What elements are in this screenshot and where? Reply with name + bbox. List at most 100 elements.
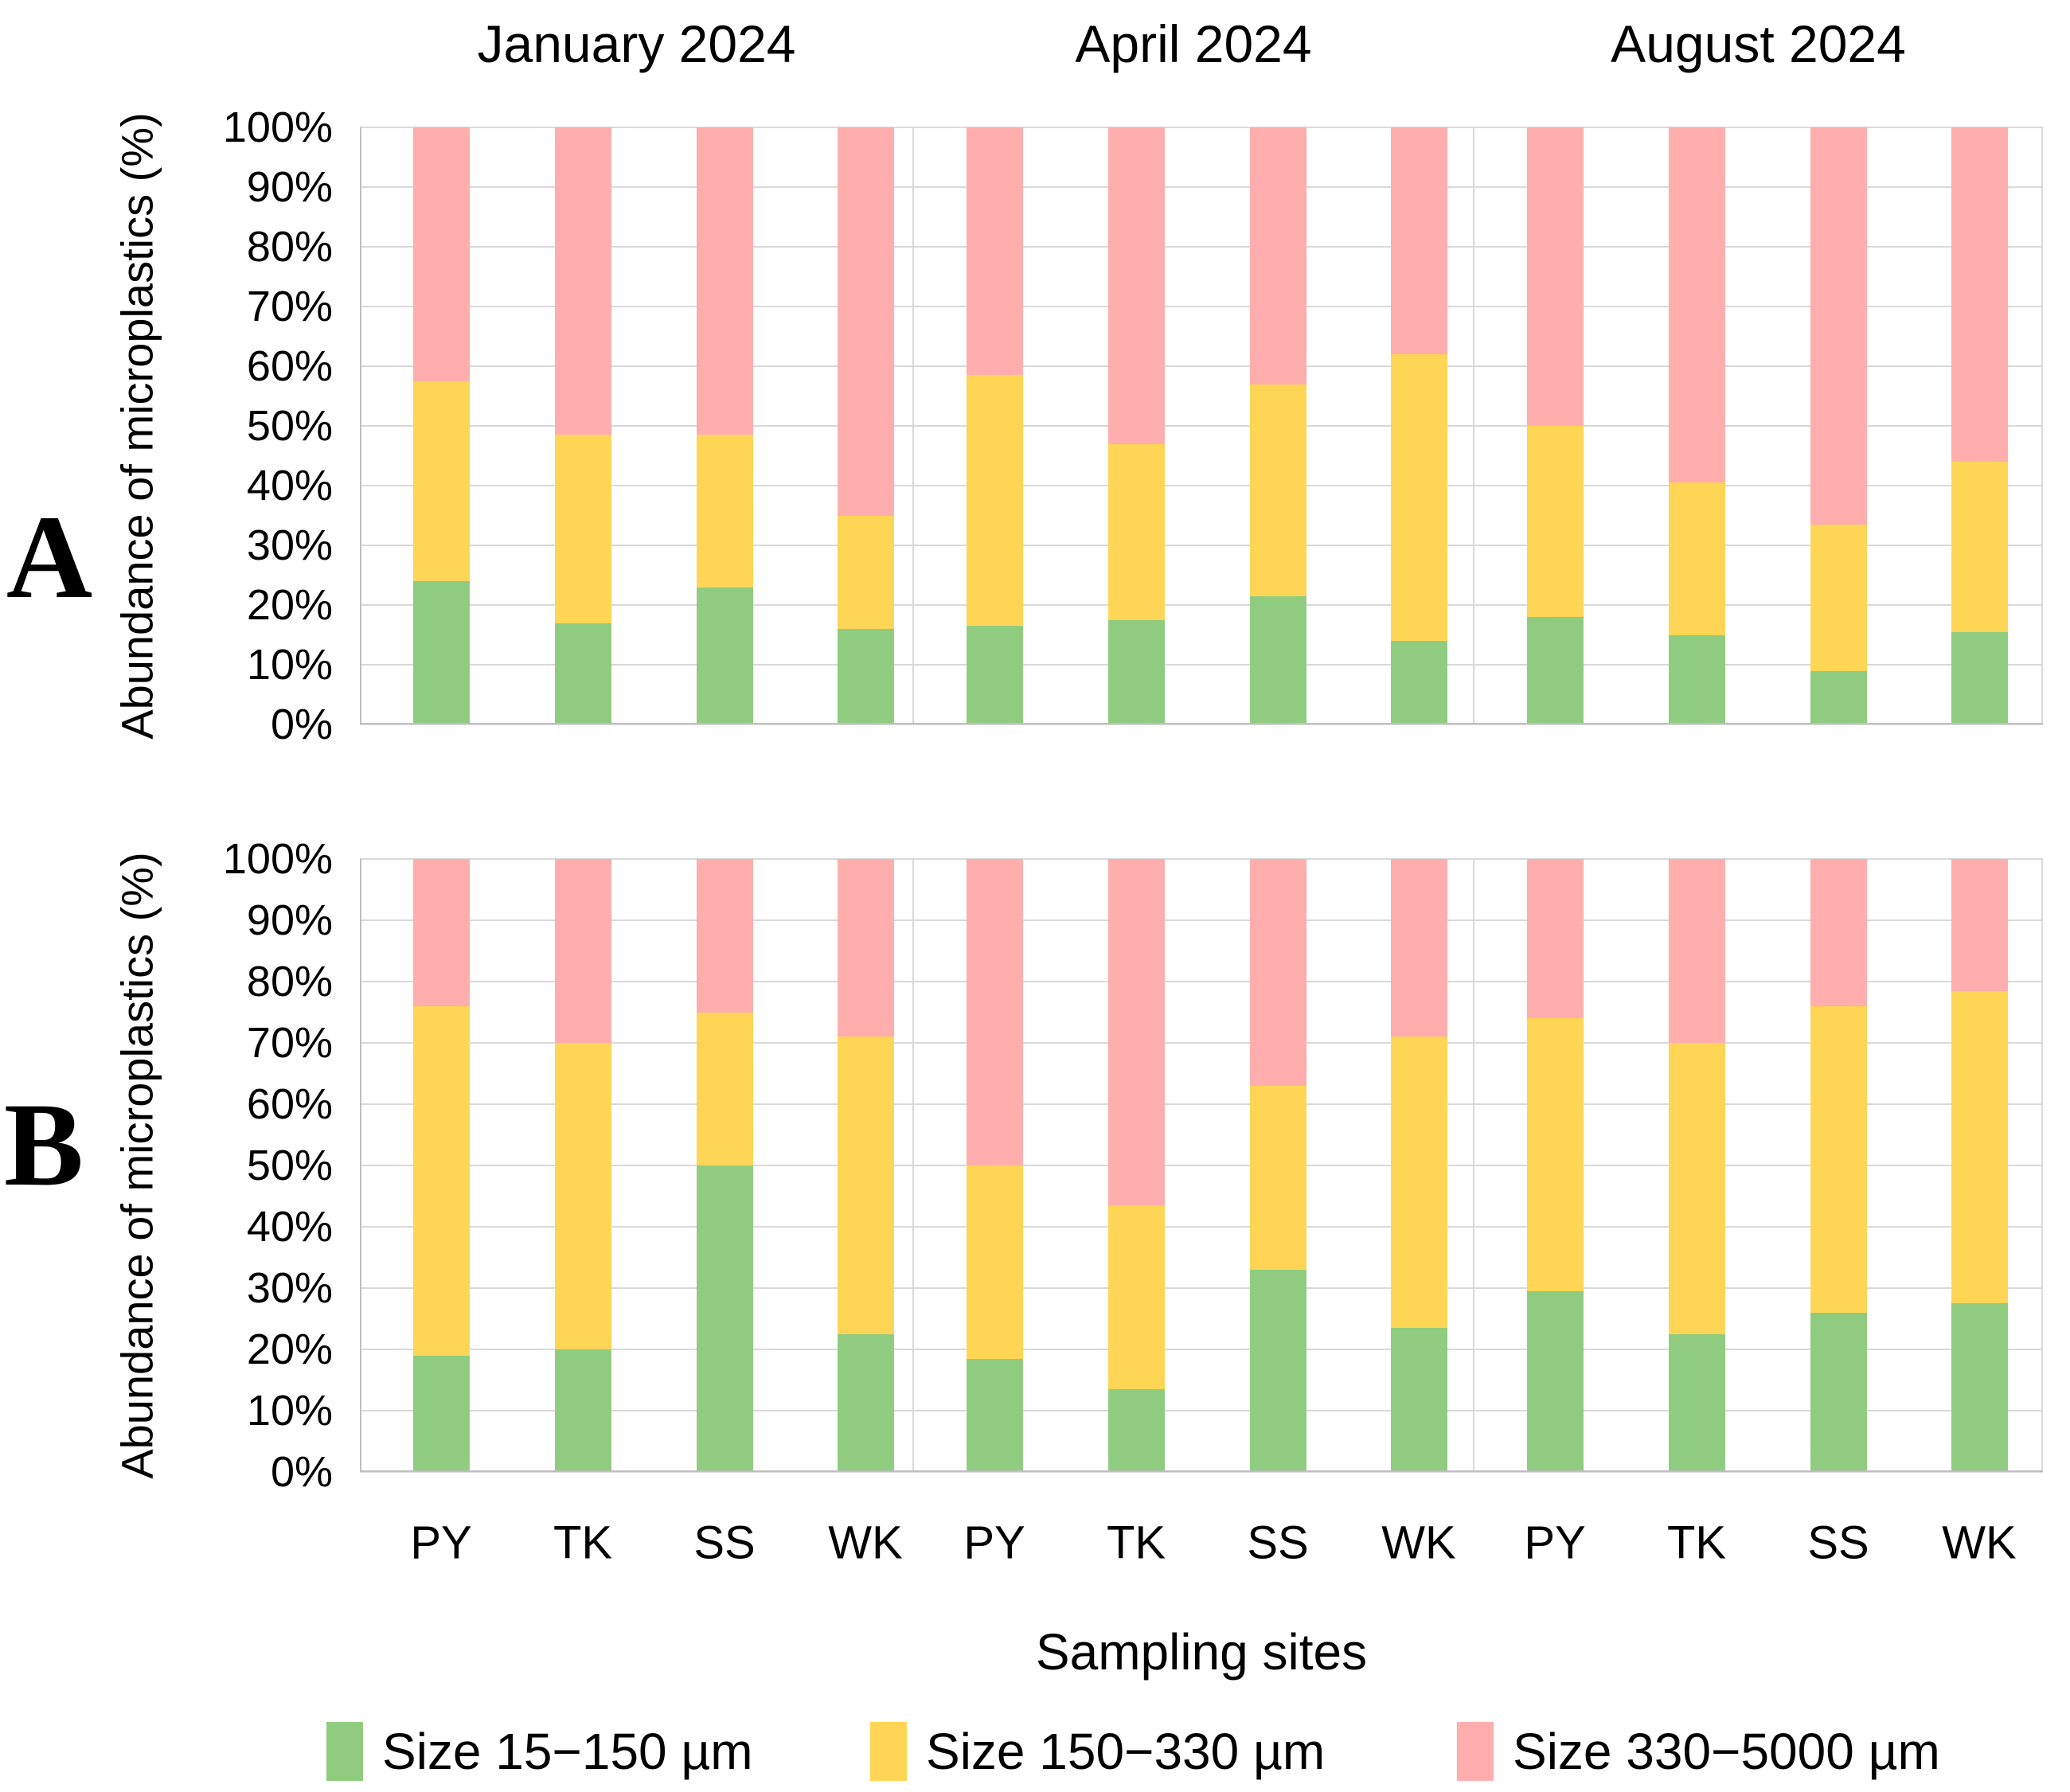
y-axis-title: Abundance of microplastics (%) [111, 852, 162, 1479]
bar-segment-large [1107, 127, 1165, 444]
plot-right-border [2041, 127, 2043, 724]
month-title: April 2024 [1075, 14, 1312, 73]
x-axis-line [360, 1470, 2043, 1472]
y-tick-label: 80% [246, 223, 333, 271]
x-tick-label: SS [1247, 1517, 1309, 1569]
gridline [360, 1471, 2043, 1473]
bar-segment-small [1810, 670, 1867, 724]
bar-segment-small [1951, 1303, 2008, 1472]
gridline [360, 246, 2043, 248]
bar-segment-medium [966, 375, 1023, 627]
bar-segment-medium [1107, 443, 1165, 620]
y-tick-label: 40% [246, 462, 333, 509]
bar-segment-small [966, 1358, 1023, 1472]
bar-segment-large [966, 127, 1023, 376]
bar-segment-large [412, 127, 470, 381]
gridline [360, 664, 2043, 666]
x-axis-label: Sampling sites [1035, 1623, 1368, 1681]
bar-TK-january-2024 [554, 127, 611, 724]
bar-WK-august-2024 [1951, 127, 2008, 724]
x-tick-label: SS [1807, 1517, 1869, 1569]
bar-SS-april-2024 [1249, 859, 1306, 1472]
x-tick-label: WK [828, 1517, 903, 1569]
gridline [360, 365, 2043, 367]
gridline [360, 724, 2043, 725]
y-tick-label: 30% [246, 521, 333, 569]
y-tick-label: 100% [222, 103, 333, 151]
gridline [360, 1042, 2043, 1044]
gridline [360, 1287, 2043, 1289]
bar-segment-small [1249, 595, 1306, 724]
bar-segment-large [1668, 859, 1725, 1043]
bar-segment-small [1668, 1333, 1725, 1472]
bar-segment-small [837, 629, 894, 724]
y-tick-label: 70% [246, 1019, 333, 1067]
bar-segment-large [1810, 127, 1867, 525]
gridline [360, 1165, 2043, 1166]
group-separator [912, 859, 914, 1472]
bar-segment-medium [554, 1043, 611, 1349]
bar-segment-large [1526, 859, 1584, 1019]
bar-SS-august-2024 [1810, 127, 1867, 724]
legend-swatch-icon [870, 1722, 907, 1781]
x-tick-label: WK [1942, 1517, 2017, 1569]
bar-segment-large [554, 859, 611, 1043]
bar-PY-january-2024 [412, 127, 470, 724]
group-separator [1473, 127, 1474, 724]
bar-segment-small [1107, 1389, 1165, 1472]
y-tick-label: 60% [246, 342, 333, 390]
bar-WK-august-2024 [1951, 859, 2008, 1472]
bar-segment-medium [554, 435, 611, 623]
bar-segment-small [1390, 1328, 1447, 1472]
bar-SS-august-2024 [1810, 859, 1867, 1472]
bar-TK-august-2024 [1668, 859, 1725, 1472]
gridline [360, 604, 2043, 606]
bar-segment-medium [1526, 426, 1584, 617]
legend-item: Size 15−150 µm [326, 1722, 753, 1781]
bar-segment-large [1951, 859, 2008, 991]
bar-segment-medium [696, 1012, 753, 1165]
bar-segment-small [696, 1165, 753, 1472]
bar-SS-january-2024 [696, 127, 753, 724]
y-tick-label: 30% [246, 1264, 333, 1312]
bar-segment-small [1810, 1312, 1867, 1472]
bar-segment-large [837, 859, 894, 1037]
y-tick-label: 50% [246, 402, 333, 450]
bar-segment-small [412, 1355, 470, 1472]
gridline [360, 1349, 2043, 1350]
bar-segment-small [1526, 617, 1584, 724]
y-axis-line [360, 127, 361, 724]
bar-segment-large [696, 859, 753, 1013]
gridline [360, 485, 2043, 486]
bar-segment-medium [1951, 990, 2008, 1304]
y-tick-label: 100% [222, 835, 333, 883]
bar-segment-medium [837, 515, 894, 629]
x-axis-line [360, 723, 2043, 724]
bar-segment-large [412, 859, 470, 1006]
x-tick-label: PY [410, 1517, 472, 1569]
bar-segment-medium [1668, 482, 1725, 635]
bar-segment-large [554, 127, 611, 435]
gridline [360, 127, 2043, 128]
bar-segment-small [1526, 1290, 1584, 1472]
bar-segment-small [1107, 619, 1165, 724]
y-tick-label: 70% [246, 283, 333, 330]
bar-WK-april-2024 [1390, 859, 1447, 1472]
bar-SS-april-2024 [1249, 127, 1306, 724]
bar-WK-january-2024 [837, 127, 894, 724]
group-separator [912, 127, 914, 724]
bar-segment-small [966, 626, 1023, 724]
bar-segment-small [1951, 631, 2008, 724]
plot-right-border [2041, 859, 2043, 1472]
gridline [360, 306, 2043, 307]
bar-segment-medium [1249, 384, 1306, 596]
y-tick-label: 0% [270, 701, 333, 748]
legend-label: Size 150−330 µm [926, 1723, 1326, 1780]
legend-item: Size 330−5000 µm [1457, 1722, 1940, 1781]
bar-segment-large [1810, 859, 1867, 1006]
y-tick-label: 90% [246, 163, 333, 211]
bar-segment-small [696, 587, 753, 724]
gridline [360, 919, 2043, 921]
bar-PY-january-2024 [412, 859, 470, 1472]
bar-TK-january-2024 [554, 859, 611, 1472]
